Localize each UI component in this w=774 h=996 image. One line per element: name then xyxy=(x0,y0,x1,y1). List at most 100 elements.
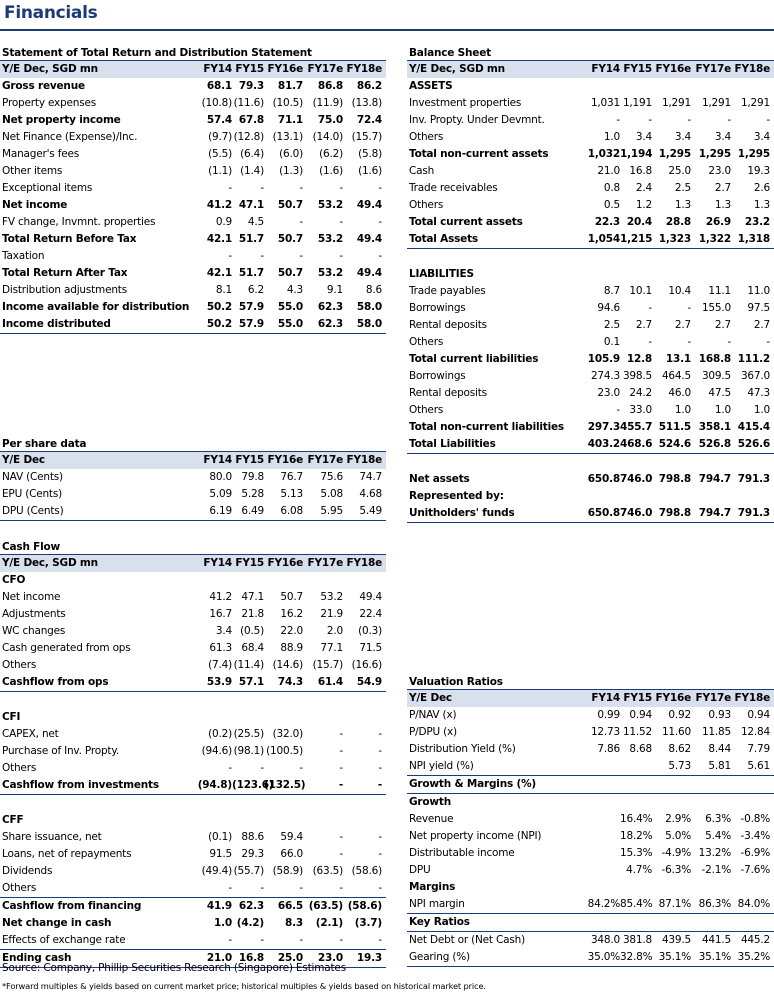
row-value: 21.9 xyxy=(320,608,343,620)
row-value: 526.6 xyxy=(737,438,770,450)
row-values: 1.0 (4.2) 8.3 (2.1) (3.7) xyxy=(193,915,382,932)
balance-row: Rental deposits 23.0 24.2 46.0 47.5 47.3 xyxy=(407,385,774,402)
row-value: (14.0) xyxy=(312,131,344,143)
valuation-row: Net Debt or (Net Cash) 348.0 381.8 439.5 441… xyxy=(407,932,774,949)
row-value: 5.81 xyxy=(708,760,731,772)
row-value xyxy=(581,862,620,879)
row-value: 41.2 xyxy=(206,199,232,211)
row-value: 1.3 xyxy=(753,199,770,211)
row-value: (63.5) xyxy=(308,900,344,912)
row-value: 445.2 xyxy=(740,934,770,946)
row-values: 84.2% 85.4% 87.1% 86.3% 84.0% xyxy=(581,896,771,913)
valuation-row: NPI margin 84.2% 85.4% 87.1% 86.3% 84.0% xyxy=(407,896,774,914)
row-value: 42.1 xyxy=(206,233,232,245)
row-value: (63.5) xyxy=(312,865,344,877)
row-values: 1.0 3.4 3.4 3.4 3.4 xyxy=(581,129,770,146)
row-label: Cashflow from financing xyxy=(2,900,142,912)
row-value: (1.1) xyxy=(208,165,232,177)
row-value: 5.49 xyxy=(359,505,382,517)
balance-row: Others 0.1 - - - - xyxy=(407,334,774,351)
row-value: 79.8 xyxy=(241,471,264,483)
balance-row: Borrowings 274.3 398.5 464.5 309.5 367.0 xyxy=(407,368,774,385)
header-year: FY18e xyxy=(346,454,382,466)
row-value: (10.5) xyxy=(272,97,304,109)
balance-row: Represented by: xyxy=(407,488,774,505)
row-value: 0.94 xyxy=(629,709,652,721)
valuation-row: Growth & Margins (%) xyxy=(407,776,774,794)
row-value: 53.2 xyxy=(317,199,343,211)
row-value: - xyxy=(260,882,264,894)
source-note: Source: Company, Phillip Securities Rese… xyxy=(2,962,346,974)
row-value: 3.4 xyxy=(635,131,652,143)
row-value: 79.3 xyxy=(238,80,264,92)
balance-row xyxy=(407,454,774,471)
balance-row: Borrowings 94.6- -155.0 97.5 xyxy=(407,300,774,317)
row-label: Total non-current liabilities xyxy=(409,421,564,433)
row-value: 0.93 xyxy=(708,709,731,721)
row-values: 0.99 0.94 0.92 0.93 0.94 xyxy=(581,707,770,724)
row-values: 0.1 - - - - xyxy=(581,334,770,351)
row-value: 46.0 xyxy=(668,387,691,399)
pershare-row: NAV (Cents) 80.0 79.8 76.7 75.6 74.7 xyxy=(0,469,386,486)
row-value xyxy=(620,758,652,775)
row-value: 511.5 xyxy=(658,421,691,433)
row-label: Income distributed xyxy=(2,318,111,330)
row-value: 59.4 xyxy=(280,831,303,843)
row-label: Rental deposits xyxy=(409,387,487,399)
balance-row: Total Liabilities 403.2 468.6 524.6 526.8 526… xyxy=(407,436,774,454)
cashflow-row: CFF xyxy=(0,812,386,829)
header-year: FY14 xyxy=(591,692,620,704)
row-values: 0.9 4.5 - - - xyxy=(193,214,382,231)
row-value: 650.8 xyxy=(587,473,620,485)
row-label: Unitholders' funds xyxy=(409,507,515,519)
row-value: 50.7 xyxy=(280,591,303,603)
row-value: 94.6 xyxy=(597,302,620,314)
row-value: (6.2) xyxy=(319,148,343,160)
row-values: 1,031 1,191 1,291 1,291 1,291 xyxy=(581,95,770,112)
valuation-row: Net property income (NPI) 18.2% 5.0% 5.4% -3… xyxy=(407,828,774,845)
row-value: - xyxy=(228,934,232,946)
row-value: 41.2 xyxy=(209,591,232,603)
row-value: (14.6) xyxy=(272,659,304,671)
income-row: Net Finance (Expense)/Inc. (9.7) (12.8) (13… xyxy=(0,129,386,146)
balance-row: ASSETS xyxy=(407,78,774,95)
balance-row: Total non-current liabilities 297.3 455.7 5… xyxy=(407,419,774,436)
row-values: 16.7 21.8 16.2 21.9 22.4 xyxy=(193,606,382,623)
row-value: 57.4 xyxy=(206,114,232,126)
row-values: (0.2) (25.5) (32.0) - - xyxy=(193,726,382,743)
row-value: - xyxy=(339,848,343,860)
row-value: 81.7 xyxy=(277,80,303,92)
row-label: Total current liabilities xyxy=(409,353,539,365)
valuation-table-title: Valuation Ratios xyxy=(407,675,774,690)
row-values: 53.9 57.1 74.3 61.4 54.9 xyxy=(193,674,382,691)
row-value: 11.52 xyxy=(622,726,652,738)
row-value: 76.7 xyxy=(280,471,303,483)
row-value: - xyxy=(378,728,382,740)
cashflow-row xyxy=(0,795,386,812)
row-values: 42.1 51.7 50.7 53.2 49.4 xyxy=(193,231,382,248)
cashflow-row xyxy=(0,692,386,709)
row-value: -4.9% xyxy=(661,847,692,859)
income-row: Total Return Before Tax 42.1 51.7 50.7 53.2 4… xyxy=(0,231,386,248)
row-values: 1,032 1,194 1,295 1,295 1,295 xyxy=(581,146,770,163)
row-label: Income available for distribution xyxy=(2,301,190,313)
row-label: CFF xyxy=(2,814,24,826)
row-value: 54.9 xyxy=(356,676,382,688)
row-value: 88.6 xyxy=(241,831,264,843)
row-value: 2.5 xyxy=(674,182,691,194)
row-label: Revenue xyxy=(409,813,454,825)
row-value: 3.4 xyxy=(753,131,770,143)
row-value: 15.3% xyxy=(620,847,653,859)
row-values: ----- xyxy=(193,248,382,265)
row-value: - xyxy=(338,779,343,791)
row-value: 0.5 xyxy=(603,199,620,211)
row-value: 1,191 xyxy=(622,97,652,109)
cashflow-header-row: Y/E Dec, SGD mn FY14 FY15 FY16e FY17e FY18e xyxy=(0,555,386,572)
row-value: 32.8% xyxy=(620,951,653,963)
row-value: - xyxy=(616,114,620,126)
row-value: 50.2 xyxy=(206,301,232,313)
row-value: 47.1 xyxy=(238,199,264,211)
row-value: (11.6) xyxy=(233,97,265,109)
row-label: Cash generated from ops xyxy=(2,642,131,654)
row-values: ----- xyxy=(193,760,382,777)
